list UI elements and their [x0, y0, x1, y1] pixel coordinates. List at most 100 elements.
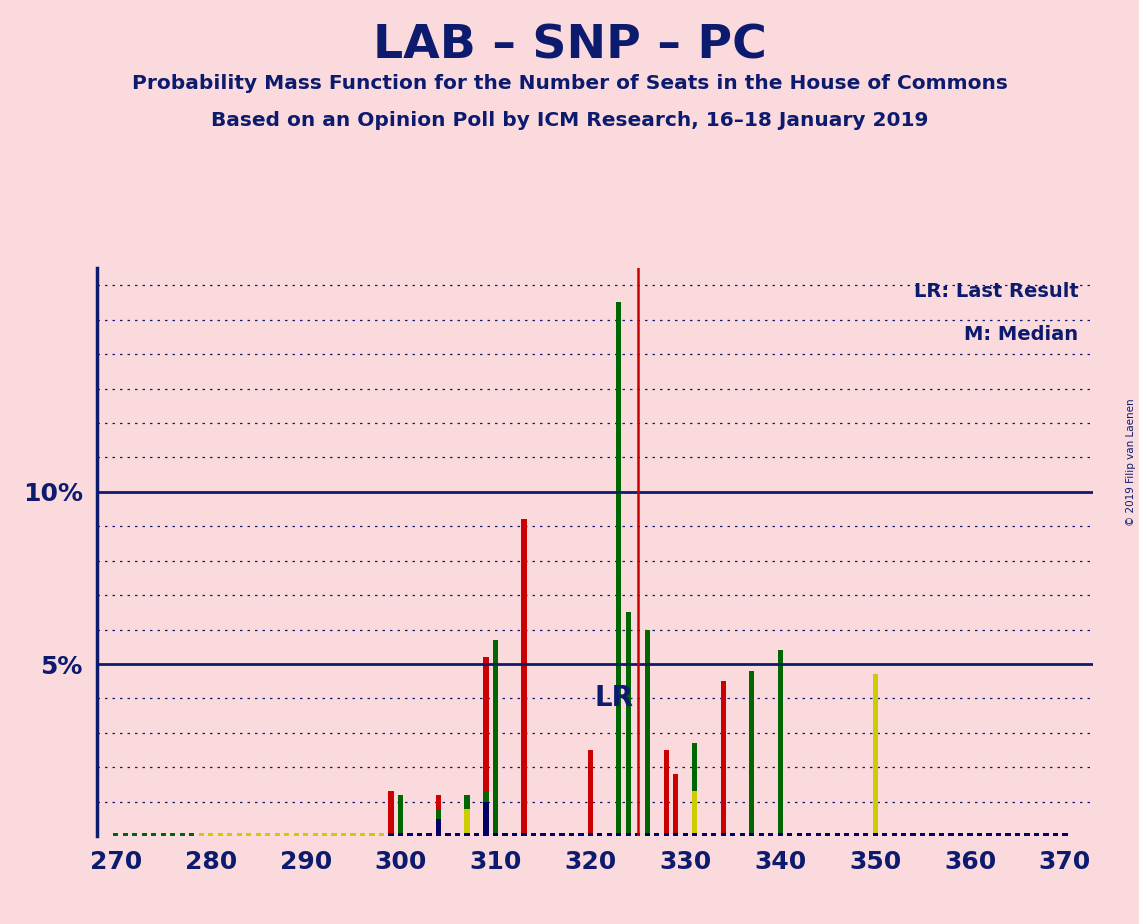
Bar: [322, 833, 327, 836]
Bar: [892, 833, 896, 836]
Bar: [294, 833, 298, 836]
Bar: [502, 833, 508, 836]
Bar: [645, 833, 650, 836]
Bar: [749, 671, 754, 836]
Bar: [901, 833, 907, 836]
Bar: [426, 833, 432, 836]
Bar: [863, 833, 868, 836]
Bar: [550, 833, 555, 836]
Bar: [483, 657, 489, 836]
Bar: [408, 833, 412, 836]
Bar: [294, 833, 298, 836]
Bar: [436, 808, 441, 836]
Bar: [806, 833, 811, 836]
Bar: [417, 833, 423, 836]
Bar: [540, 833, 546, 836]
Bar: [483, 802, 489, 836]
Bar: [246, 833, 252, 836]
Bar: [522, 833, 526, 836]
Bar: [388, 833, 394, 836]
Bar: [977, 833, 982, 836]
Bar: [522, 833, 526, 836]
Bar: [768, 833, 773, 836]
Bar: [151, 833, 156, 836]
Bar: [445, 833, 451, 836]
Bar: [872, 833, 878, 836]
Bar: [568, 833, 574, 836]
Bar: [568, 833, 574, 836]
Bar: [379, 833, 384, 836]
Bar: [702, 833, 707, 836]
Bar: [739, 833, 745, 836]
Bar: [721, 833, 726, 836]
Bar: [550, 833, 555, 836]
Bar: [759, 833, 764, 836]
Bar: [597, 833, 603, 836]
Bar: [426, 833, 432, 836]
Bar: [664, 833, 669, 836]
Bar: [749, 833, 754, 836]
Bar: [294, 833, 298, 836]
Bar: [901, 833, 907, 836]
Bar: [949, 833, 953, 836]
Bar: [597, 833, 603, 836]
Bar: [493, 833, 498, 836]
Bar: [237, 833, 241, 836]
Bar: [882, 833, 887, 836]
Bar: [664, 750, 669, 836]
Bar: [882, 833, 887, 836]
Bar: [702, 833, 707, 836]
Bar: [910, 833, 916, 836]
Bar: [625, 613, 631, 836]
Bar: [607, 833, 612, 836]
Bar: [977, 833, 982, 836]
Bar: [1015, 833, 1021, 836]
Bar: [436, 819, 441, 836]
Bar: [967, 833, 973, 836]
Bar: [588, 833, 593, 836]
Bar: [493, 833, 498, 836]
Bar: [1006, 833, 1010, 836]
Text: © 2019 Filip van Laenen: © 2019 Filip van Laenen: [1126, 398, 1136, 526]
Bar: [967, 833, 973, 836]
Bar: [816, 833, 821, 836]
Bar: [379, 833, 384, 836]
Bar: [303, 833, 309, 836]
Bar: [721, 833, 726, 836]
Bar: [664, 833, 669, 836]
Bar: [673, 774, 679, 836]
Bar: [910, 833, 916, 836]
Bar: [910, 833, 916, 836]
Bar: [265, 833, 270, 836]
Bar: [568, 833, 574, 836]
Bar: [939, 833, 944, 836]
Bar: [939, 833, 944, 836]
Bar: [806, 833, 811, 836]
Bar: [246, 833, 252, 836]
Bar: [303, 833, 309, 836]
Bar: [474, 833, 480, 836]
Bar: [445, 833, 451, 836]
Bar: [825, 833, 830, 836]
Bar: [540, 833, 546, 836]
Bar: [417, 833, 423, 836]
Bar: [835, 833, 839, 836]
Bar: [910, 833, 916, 836]
Bar: [844, 833, 850, 836]
Bar: [465, 795, 469, 836]
Bar: [1063, 833, 1067, 836]
Bar: [796, 833, 802, 836]
Bar: [939, 833, 944, 836]
Bar: [636, 833, 640, 836]
Bar: [673, 833, 679, 836]
Bar: [1043, 833, 1049, 836]
Bar: [331, 833, 337, 836]
Bar: [445, 833, 451, 836]
Bar: [1015, 833, 1021, 836]
Bar: [768, 833, 773, 836]
Bar: [493, 640, 498, 836]
Bar: [636, 833, 640, 836]
Bar: [284, 833, 289, 836]
Bar: [559, 833, 565, 836]
Bar: [607, 833, 612, 836]
